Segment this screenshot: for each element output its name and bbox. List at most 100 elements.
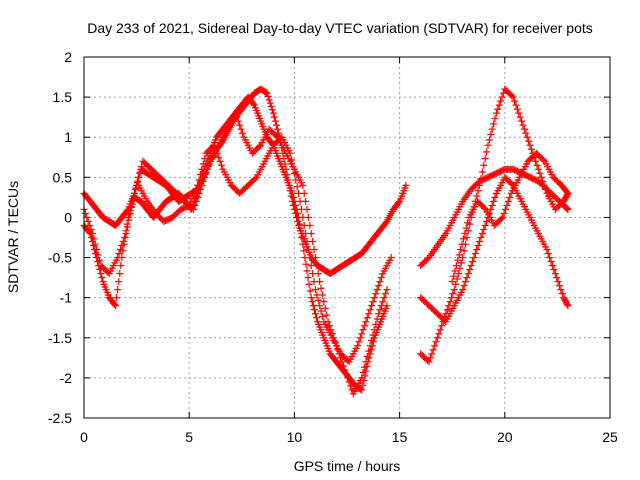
data-point-track-3-interp [95, 256, 103, 264]
y-tick-label: -1 [60, 290, 73, 306]
data-point-track-6-interp [447, 294, 455, 302]
data-point-track-6 [425, 358, 433, 366]
data-point-track-3-interp [368, 336, 376, 344]
data-point-track-7-interp [563, 300, 571, 308]
data-point-track-6-interp [426, 354, 434, 362]
data-point-track-7-interp [508, 180, 516, 188]
data-point-track-6 [450, 286, 458, 294]
data-point-track-3 [189, 205, 197, 213]
data-point-track-4 [354, 342, 362, 350]
data-point-track-6-interp [498, 93, 506, 101]
data-point-track-2-interp [309, 302, 317, 310]
data-point-track-2-interp [298, 234, 306, 241]
data-point-track-1-interp [273, 121, 281, 129]
x-axis-title: GPS time / hours [294, 458, 401, 474]
data-point-track-6-interp [436, 326, 444, 334]
data-point-track-4-interp [289, 163, 297, 171]
data-point-track-6-interp [431, 342, 439, 350]
y-tick-label: 0 [64, 209, 72, 225]
data-point-track-3-interp [379, 298, 387, 306]
data-point-track-6-interp [522, 129, 530, 137]
data-point-track-3-interp [239, 129, 247, 137]
data-point-track-8 [499, 213, 507, 221]
data-point-track-6-interp [432, 338, 440, 346]
data-point-track-8-interp [454, 256, 462, 264]
data-point-track-2-interp [116, 270, 124, 278]
data-point-track-3-interp [320, 298, 328, 306]
data-point-track-4-interp [306, 254, 314, 262]
data-point-track-4-interp [299, 213, 307, 221]
data-point-track-6-interp [541, 185, 549, 193]
y-tick-label: 1.5 [53, 89, 73, 105]
data-point-track-4-interp [307, 262, 315, 270]
x-tick-label: 10 [287, 429, 303, 445]
data-point-track-7-interp [550, 266, 558, 274]
data-point-track-4-interp [293, 183, 301, 191]
data-point-track-3-interp [345, 378, 353, 386]
data-point-track-4-interp [215, 153, 223, 161]
y-axis-title: SDTVAR / TECUs [5, 181, 21, 293]
data-point-track-2-interp [369, 338, 377, 346]
data-point-track-4-interp [192, 185, 200, 193]
data-point-track-6-interp [533, 161, 541, 169]
data-point-track-4-interp [296, 197, 304, 205]
data-point-track-7-interp [546, 254, 554, 262]
data-point-track-4-interp [376, 278, 384, 286]
data-point-track-2-interp [311, 310, 319, 318]
data-point-track-7-interp [483, 217, 491, 225]
data-point-track-2-interp [249, 100, 257, 108]
data-point-track-8-interp [450, 272, 458, 280]
data-point-track-7-interp [460, 282, 468, 290]
data-point-track-3-interp [90, 235, 98, 243]
data-point-track-6-interp [520, 125, 528, 133]
data-point-track-3-interp [123, 223, 131, 231]
data-point-track-6-interp [515, 109, 523, 117]
data-point-track-1-interp [265, 96, 273, 104]
data-point-track-4-interp [292, 176, 300, 184]
data-point-track-8-interp [500, 209, 508, 217]
data-point-track-4-interp [309, 270, 317, 278]
data-point-track-7-interp [548, 262, 556, 270]
data-point-track-1-interp [274, 125, 282, 133]
data-point-track-4 [303, 238, 311, 246]
data-point-track-3 [375, 310, 383, 318]
data-point-track-6-interp [527, 145, 535, 153]
data-point-track-7-interp [544, 250, 552, 258]
data-point-track-2 [307, 294, 315, 302]
data-point-track-2-interp [303, 267, 311, 275]
data-point-track-3-interp [201, 173, 209, 181]
data-point-track-5 [564, 205, 572, 213]
data-point-track-6 [459, 254, 467, 262]
data-point-track-4-interp [297, 205, 305, 213]
grid [84, 57, 610, 418]
data-point-track-3-interp [359, 369, 367, 377]
data-point-track-8-interp [452, 262, 460, 270]
data-point-track-4-interp [188, 195, 196, 203]
data-point-track-3-interp [94, 251, 102, 259]
data-point-track-6 [433, 334, 441, 342]
data-points [80, 85, 572, 398]
data-point-track-2-interp [89, 242, 97, 250]
data-point-track-6-interp [474, 187, 482, 195]
data-point-track-5-interp [563, 204, 571, 212]
data-point-track-8-interp [497, 215, 505, 223]
data-point-track-3-interp [86, 221, 94, 229]
data-point-track-3 [122, 229, 130, 237]
data-point-track-6-interp [523, 133, 531, 141]
data-point-track-7-interp [477, 234, 485, 241]
data-point-track-7-interp [474, 242, 482, 250]
data-point-track-6 [518, 117, 526, 125]
data-point-track-3-interp [338, 358, 346, 366]
data-point-track-4-interp [358, 330, 366, 338]
data-point-track-3-interp [347, 382, 355, 390]
data-point-track-7-interp [491, 193, 499, 201]
data-point-track-3-interp [369, 331, 377, 339]
data-point-track-4-interp [316, 302, 324, 310]
data-point-track-3 [88, 229, 96, 237]
data-point-track-4 [210, 141, 218, 149]
data-point-track-4-interp [369, 298, 377, 306]
data-point-track-4 [387, 254, 395, 262]
data-point-track-6-interp [511, 97, 519, 105]
data-point-track-6-interp [455, 270, 463, 278]
data-point-track-1-interp [395, 199, 403, 207]
